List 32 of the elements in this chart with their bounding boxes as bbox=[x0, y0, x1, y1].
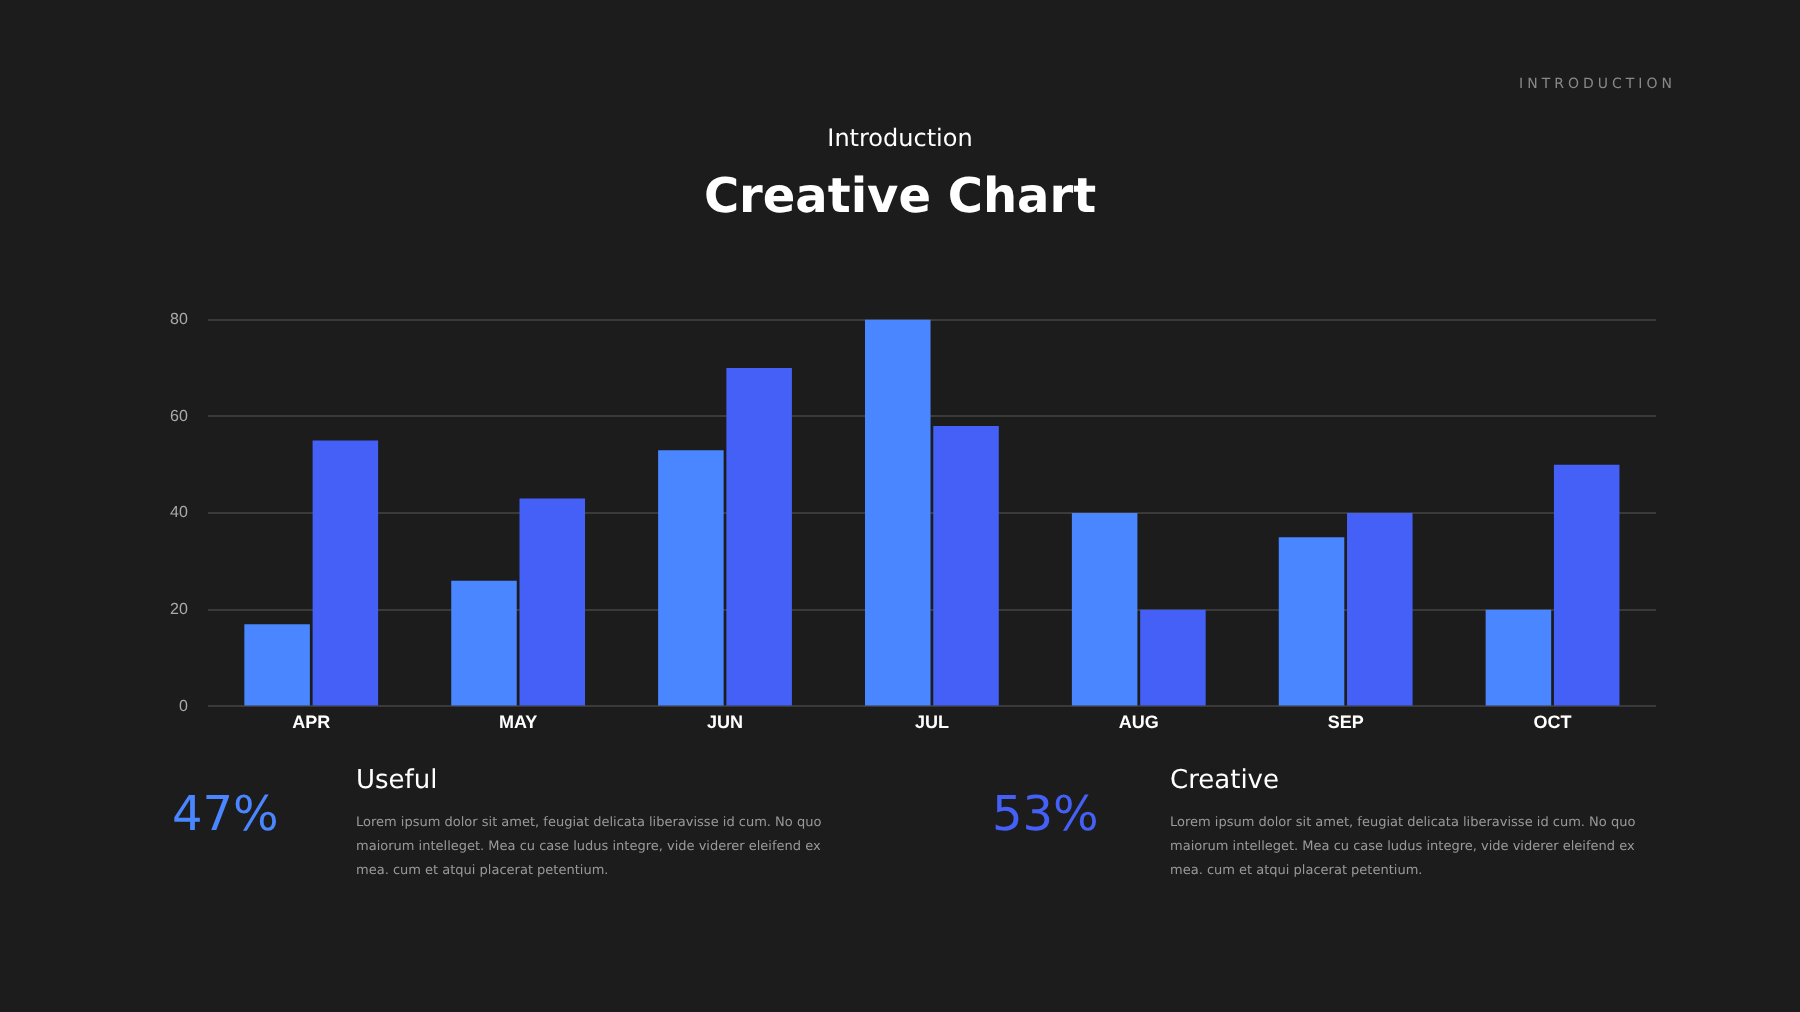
x-tick-label: SEP bbox=[1327, 712, 1364, 733]
y-tick-label: 60 bbox=[169, 406, 189, 425]
y-tick-label: 80 bbox=[169, 310, 189, 329]
y-tick-label: 0 bbox=[178, 696, 189, 715]
text: Creative bbox=[1170, 766, 1280, 796]
bar bbox=[451, 580, 517, 706]
text: 47% bbox=[172, 786, 279, 842]
x-tick-label: JUN bbox=[707, 712, 744, 733]
x-tick-label: APR bbox=[292, 712, 332, 733]
y-tick-label: 20 bbox=[169, 600, 189, 619]
chart-title: Creative Chart bbox=[701, 168, 1099, 224]
bar bbox=[1347, 513, 1413, 706]
y-tick-label: 40 bbox=[169, 503, 189, 522]
bar bbox=[864, 319, 931, 706]
bar bbox=[1278, 537, 1345, 706]
bar bbox=[1140, 609, 1206, 706]
bar bbox=[244, 624, 310, 706]
bar bbox=[658, 450, 724, 706]
chart-subtitle: Introduction bbox=[825, 124, 975, 152]
bar bbox=[933, 425, 999, 706]
bar bbox=[519, 498, 586, 706]
bar bbox=[1485, 609, 1552, 706]
text: 53% bbox=[992, 786, 1099, 842]
bar bbox=[1553, 464, 1620, 706]
x-tick-label: AUG bbox=[1118, 712, 1159, 733]
bar bbox=[1071, 513, 1138, 706]
text: Useful bbox=[356, 766, 438, 796]
x-tick-label: OCT bbox=[1533, 712, 1573, 733]
bar bbox=[312, 440, 379, 706]
x-tick-label: MAY bbox=[498, 712, 538, 733]
bar bbox=[726, 367, 792, 706]
x-tick-label: JUL bbox=[914, 712, 950, 733]
